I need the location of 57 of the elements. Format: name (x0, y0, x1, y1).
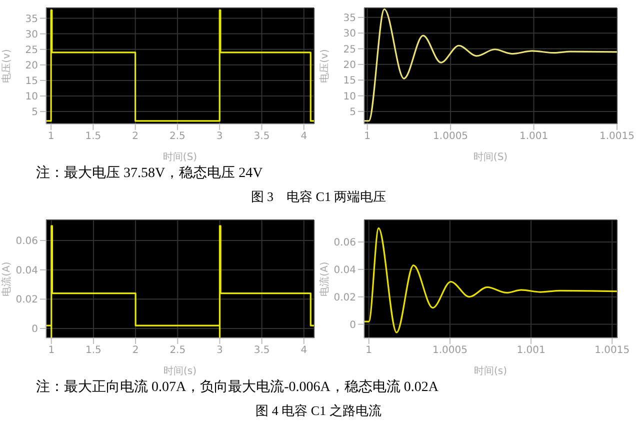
x-tick-label: 1.5 (86, 345, 102, 356)
y-tick-label: 25 (25, 44, 38, 56)
y-axis-title: 电压(v) (0, 49, 13, 83)
x-axis-title: 时间(s) (163, 365, 197, 377)
y-tick-label: 0.04 (334, 264, 356, 276)
x-tick-label: 1.0005 (433, 131, 468, 142)
y-tick-label: 25 (343, 44, 356, 56)
x-tick-label: 4 (300, 345, 308, 356)
y-axis-title: 电流(A) (318, 262, 331, 296)
y-tick-label: 0.04 (16, 265, 38, 276)
text: 注：最大正向电流 0.07A，负向最大电流-0.006A，稳态电流 0.02A (36, 378, 440, 396)
y-tick-label: 0 (32, 324, 38, 336)
y-tick-label: 0.02 (16, 294, 38, 306)
x-tick-label: 3 (216, 345, 223, 356)
x-tick-label: 3 (216, 131, 223, 142)
x-axis-title: 时间(s) (474, 365, 508, 377)
y-tick-label: 20 (25, 60, 38, 72)
y-tick-label: 35 (25, 14, 38, 25)
y-tick-label: 0.06 (16, 236, 38, 248)
y-tick-label: 20 (343, 60, 356, 71)
y-tick-label: 15 (25, 76, 38, 88)
x-tick-label: 1.001 (516, 345, 546, 356)
x-tick-label: 1 (364, 131, 371, 142)
x-tick-label: 1.0005 (432, 345, 468, 356)
y-tick-label: 30 (343, 28, 356, 40)
x-tick-label: 1 (48, 345, 55, 356)
text: 注：最大电压 37.58V，稳态电压 24V (36, 164, 264, 182)
y-tick-label: 35 (343, 12, 356, 24)
x-tick-label: 3.5 (254, 345, 270, 356)
caption: 图 4 电容 C1 之路电流 (254, 402, 382, 420)
y-axis-title: 电压(v) (318, 49, 331, 83)
y-tick-label: 5 (350, 107, 356, 118)
x-tick-label: 2.5 (170, 345, 186, 356)
x-tick-label: 1.0015 (594, 345, 630, 356)
x-tick-label: 2 (132, 345, 139, 356)
caption: 图 3 电容 C1 两端电压 (250, 188, 388, 206)
y-tick-label: 30 (25, 29, 38, 40)
x-tick-label: 1.001 (519, 131, 548, 142)
x-tick-label: 2.5 (170, 131, 186, 142)
x-tick-label: 1 (48, 131, 54, 142)
x-tick-label: 4 (300, 131, 308, 142)
y-tick-label: 5 (32, 107, 38, 118)
x-axis-title: 时间(S) (473, 151, 508, 163)
x-tick-label: 2 (132, 131, 139, 142)
x-axis-title: 时间(S) (162, 151, 198, 163)
x-tick-label: 1.0015 (600, 131, 634, 142)
y-tick-label: 15 (343, 76, 356, 87)
x-tick-label: 1.5 (85, 131, 102, 142)
y-tick-label: 0.02 (334, 292, 356, 304)
y-tick-label: 10 (25, 92, 38, 103)
y-axis-title: 电流(A) (0, 262, 13, 296)
line-series (364, 227, 617, 334)
x-tick-label: 3.5 (254, 131, 270, 142)
y-tick-label: 0 (350, 320, 356, 331)
y-tick-label: 10 (343, 91, 356, 102)
x-tick-label: 1 (366, 345, 372, 356)
y-tick-label: 0.06 (334, 238, 356, 249)
